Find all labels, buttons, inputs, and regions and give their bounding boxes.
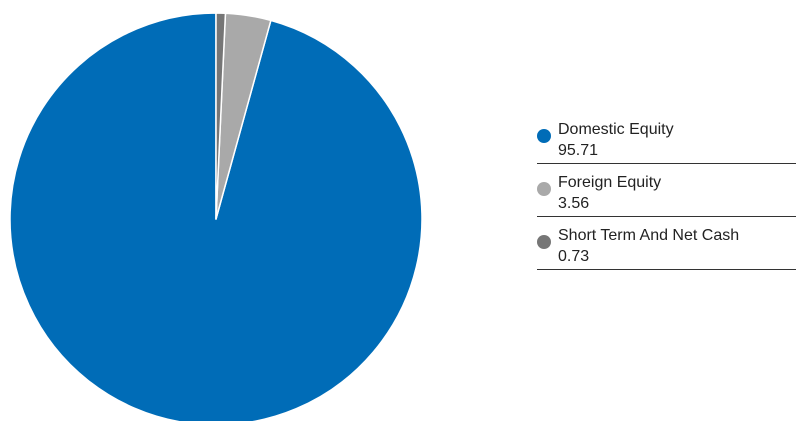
legend-swatch-domestic-equity	[537, 129, 551, 143]
pie-slice-short-term-and-net-cash	[215, 12, 227, 220]
legend-swatch-foreign-equity	[537, 182, 551, 196]
legend-item-short-term-and-net-cash: Short Term And Net Cash 0.73	[537, 218, 796, 270]
legend-item-foreign-equity: Foreign Equity 3.56	[537, 165, 796, 217]
legend-item-domestic-equity: Domestic Equity 95.71	[537, 112, 796, 164]
legend-label-foreign-equity: Foreign Equity	[558, 174, 662, 191]
pie-chart	[9, 12, 423, 421]
legend-value-foreign-equity: 3.56	[558, 195, 590, 212]
chart-legend: Domestic Equity 95.71 Foreign Equity 3.5…	[537, 112, 796, 270]
legend-value-domestic-equity: 95.71	[558, 142, 599, 159]
legend-value-short-term-and-net-cash: 0.73	[558, 248, 590, 265]
legend-label-short-term-and-net-cash: Short Term And Net Cash	[558, 227, 740, 244]
legend-label-domestic-equity: Domestic Equity	[558, 121, 674, 138]
legend-swatch-short-term-and-net-cash	[537, 235, 551, 249]
